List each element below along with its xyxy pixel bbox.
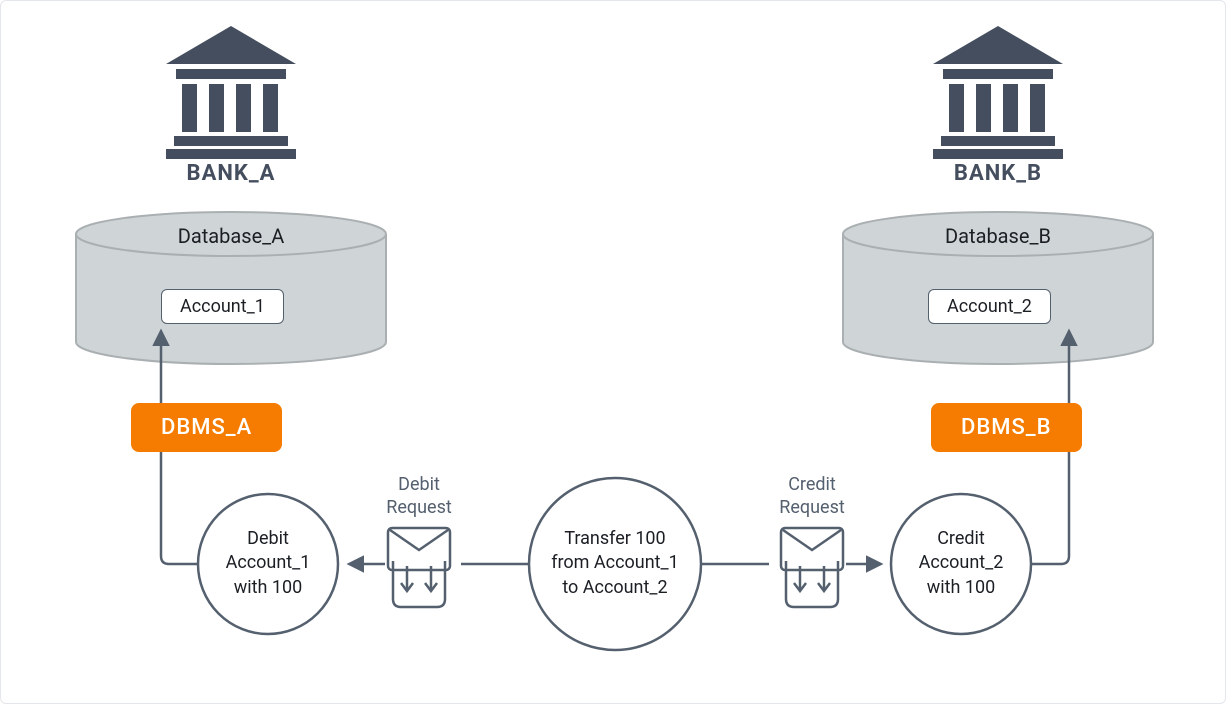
bank-a-icon bbox=[166, 26, 296, 159]
bank-b-label: BANK_B bbox=[933, 161, 1063, 186]
debit-request-label: Debit Request bbox=[379, 474, 459, 519]
bank-a-label: BANK_A bbox=[166, 161, 296, 186]
diagram-canvas: BANK_A BANK_B Database_A Database_B Acco… bbox=[0, 0, 1226, 704]
debit-envelope-icon bbox=[388, 528, 450, 570]
credit-envelope-icon bbox=[781, 528, 843, 570]
credit-circle-text: Credit Account_2 with 100 bbox=[881, 527, 1041, 600]
credit-request-label: Credit Request bbox=[772, 474, 852, 519]
dbms-b-box: DBMS_B bbox=[931, 403, 1082, 452]
database-b-label: Database_B bbox=[898, 224, 1098, 248]
database-a-label: Database_A bbox=[131, 224, 331, 248]
transfer-circle-text: Transfer 100 from Account_1 to Account_2 bbox=[535, 527, 695, 600]
account-1-box: Account_1 bbox=[161, 289, 284, 324]
bank-b-icon bbox=[933, 26, 1063, 159]
dbms-a-box: DBMS_A bbox=[131, 403, 282, 452]
account-2-box: Account_2 bbox=[928, 289, 1051, 324]
debit-circle-text: Debit Account_1 with 100 bbox=[188, 527, 348, 600]
